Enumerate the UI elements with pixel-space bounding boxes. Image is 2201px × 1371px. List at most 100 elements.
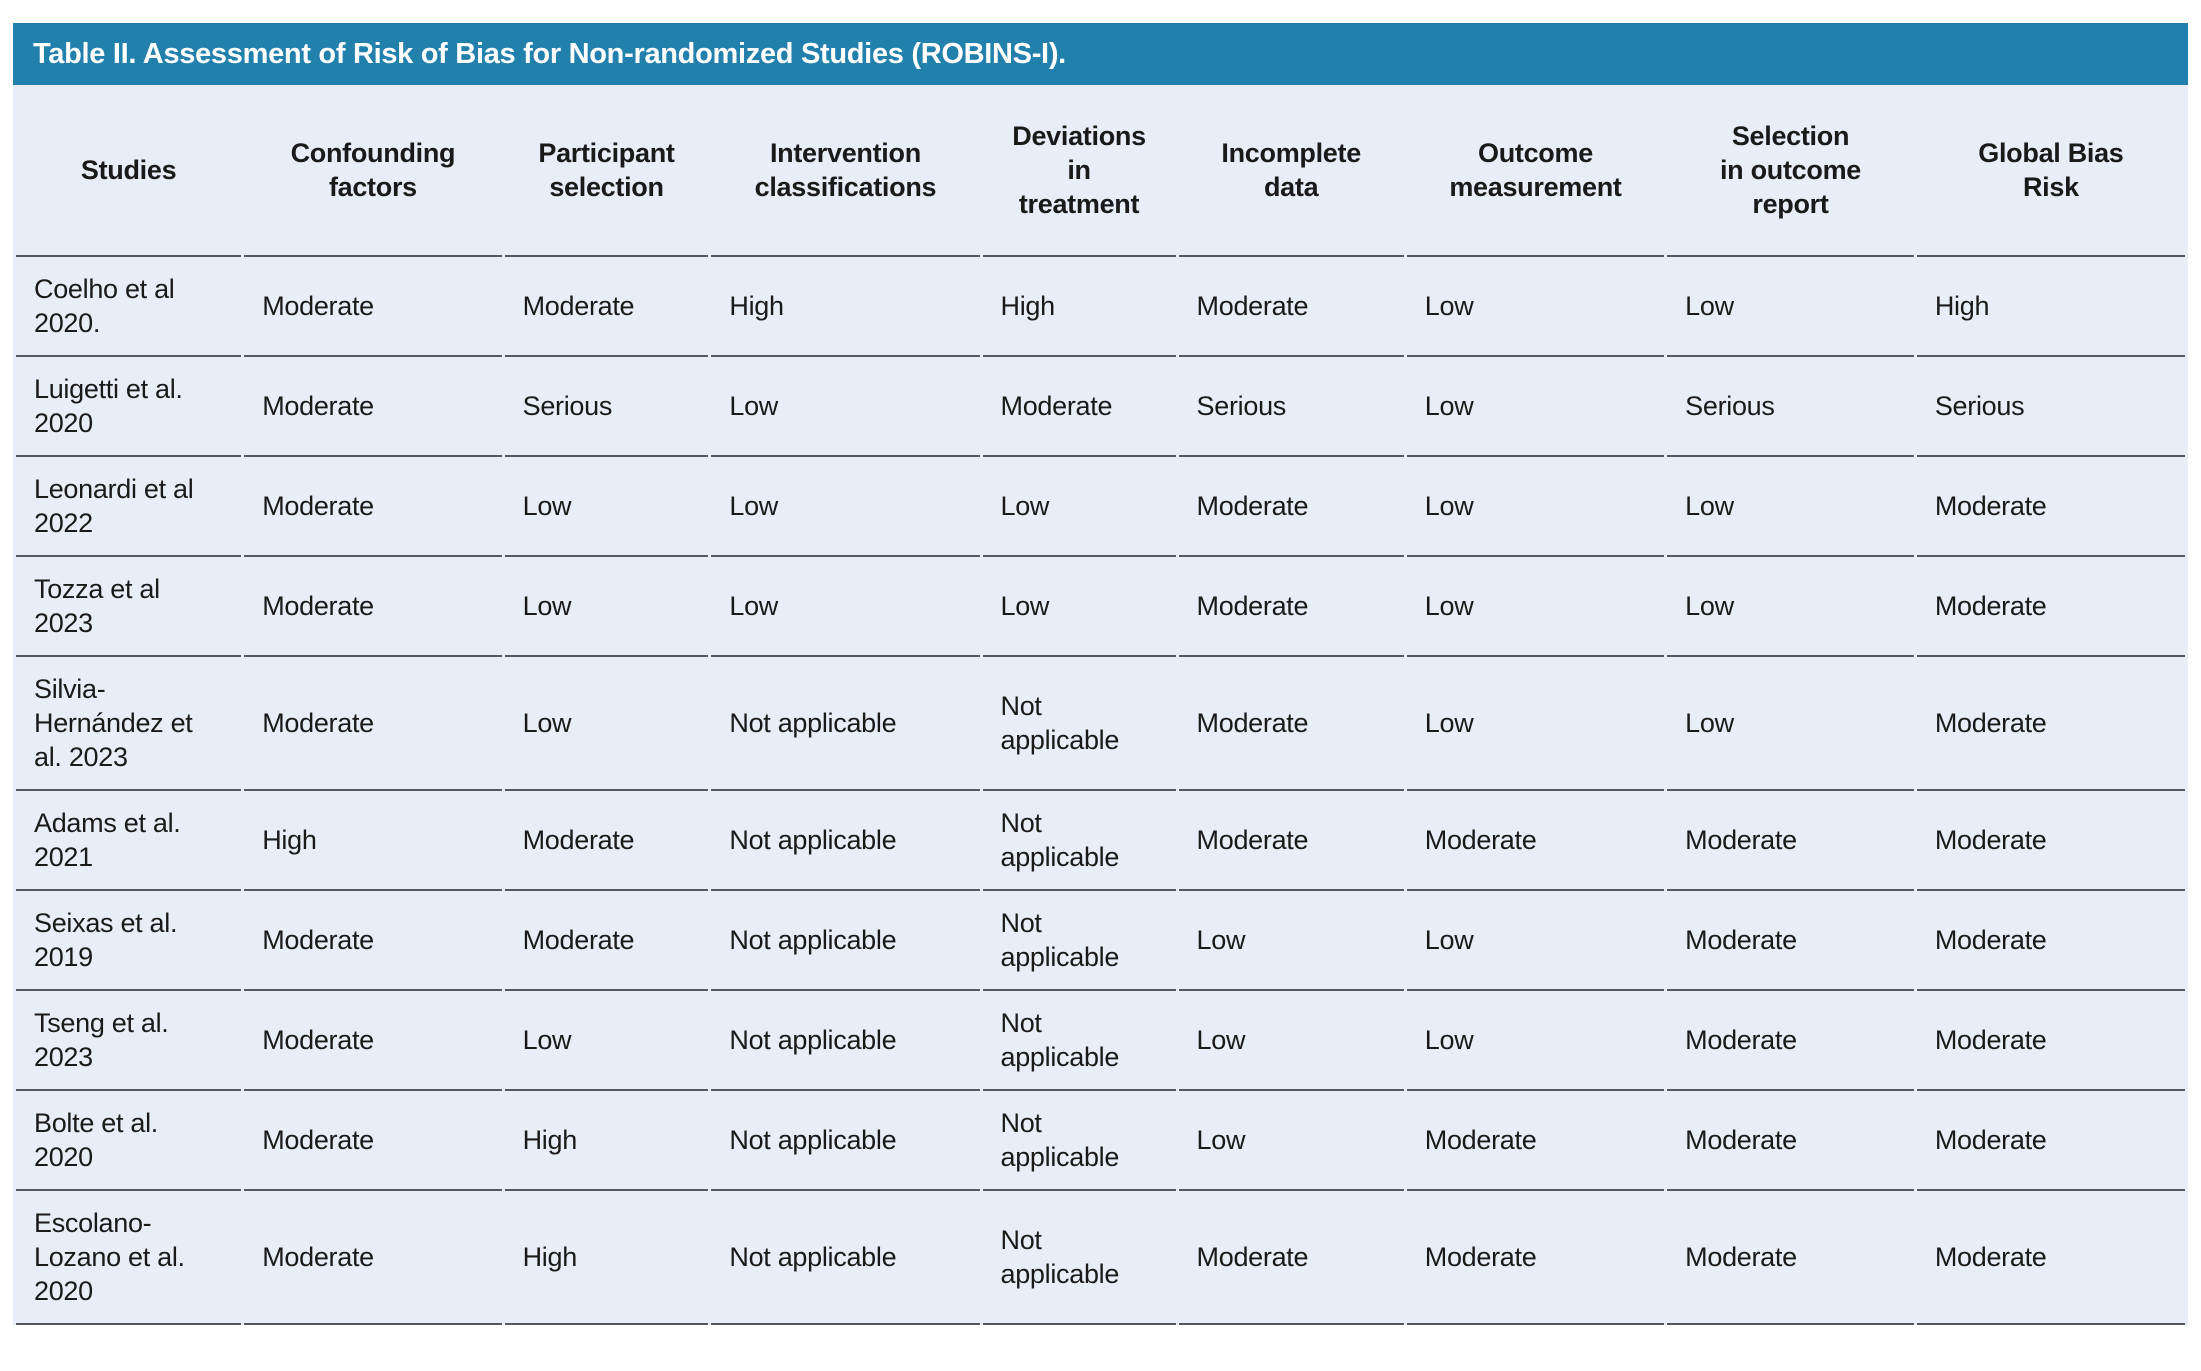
risk-value-cell: Low: [504, 557, 709, 657]
risk-value-cell: High: [504, 1091, 709, 1191]
study-cell: Seixas et al. 2019: [16, 891, 242, 991]
risk-value-cell: Low: [1406, 257, 1665, 357]
risk-value-cell: Not applicable: [982, 1191, 1176, 1325]
risk-value-cell: Moderate: [1667, 1091, 1914, 1191]
risk-value-cell: Moderate: [1667, 991, 1914, 1091]
risk-value-cell: Low: [711, 357, 980, 457]
table-row: Adams et al. 2021 High Moderate Not applica…: [16, 791, 2185, 891]
risk-value-cell: Moderate: [1406, 1091, 1665, 1191]
risk-value-cell: Low: [504, 991, 709, 1091]
risk-value-cell: Not applicable: [982, 1091, 1176, 1191]
risk-value-cell: Not applicable: [711, 1191, 980, 1325]
risk-value-cell: Serious: [1667, 357, 1914, 457]
risk-value-cell: Moderate: [1178, 657, 1404, 791]
column-header: Confounding factors: [244, 85, 502, 257]
risk-value-cell: Moderate: [1667, 1191, 1914, 1325]
risk-value-cell: Low: [1406, 657, 1665, 791]
risk-value-cell: Moderate: [504, 791, 709, 891]
risk-value-cell: Not applicable: [982, 791, 1176, 891]
risk-value-cell: Moderate: [1178, 557, 1404, 657]
risk-value-cell: Moderate: [244, 657, 502, 791]
risk-value-cell: Moderate: [982, 357, 1176, 457]
risk-value-cell: Moderate: [244, 891, 502, 991]
risk-value-cell: Moderate: [1178, 1191, 1404, 1325]
risk-value-cell: Low: [1406, 457, 1665, 557]
risk-value-cell: Moderate: [1916, 1191, 2185, 1325]
study-cell: Adams et al. 2021: [16, 791, 242, 891]
header-row: Studies Confounding factors Participant se…: [16, 85, 2185, 257]
risk-value-cell: Low: [982, 557, 1176, 657]
risk-value-cell: Serious: [1178, 357, 1404, 457]
risk-value-cell: Not applicable: [982, 657, 1176, 791]
risk-value-cell: Moderate: [1916, 657, 2185, 791]
table-title: Table II. Assessment of Risk of Bias for…: [33, 37, 1066, 70]
risk-value-cell: High: [504, 1191, 709, 1325]
risk-value-cell: Low: [504, 457, 709, 557]
risk-value-cell: Moderate: [244, 1091, 502, 1191]
column-header: Selection in outcome report: [1667, 85, 1914, 257]
risk-value-cell: Moderate: [1916, 891, 2185, 991]
column-header: Studies: [16, 85, 242, 257]
risk-value-cell: Serious: [504, 357, 709, 457]
table-row: Leonardi et al 2022 Moderate Low Low Low Mode…: [16, 457, 2185, 557]
risk-value-cell: Not applicable: [711, 1091, 980, 1191]
table-row: Luigetti et al. 2020 Moderate Serious Low Mo…: [16, 357, 2185, 457]
risk-value-cell: Moderate: [1178, 257, 1404, 357]
risk-value-cell: Moderate: [1916, 457, 2185, 557]
study-cell: Luigetti et al. 2020: [16, 357, 242, 457]
study-cell: Bolte et al. 2020: [16, 1091, 242, 1191]
risk-value-cell: Not applicable: [711, 791, 980, 891]
risk-value-cell: Moderate: [1178, 457, 1404, 557]
risk-value-cell: Not applicable: [982, 891, 1176, 991]
risk-value-cell: Moderate: [244, 991, 502, 1091]
risk-value-cell: Moderate: [1406, 1191, 1665, 1325]
column-header: Participant selection: [504, 85, 709, 257]
risk-value-cell: High: [982, 257, 1176, 357]
table-row: Escolano-Lozano et al. 2020 Moderate High N…: [16, 1191, 2185, 1325]
risk-value-cell: Low: [1667, 457, 1914, 557]
risk-value-cell: Low: [1406, 991, 1665, 1091]
risk-value-cell: Moderate: [244, 457, 502, 557]
risk-value-cell: High: [1916, 257, 2185, 357]
risk-value-cell: Moderate: [1916, 791, 2185, 891]
risk-value-cell: Moderate: [504, 257, 709, 357]
risk-value-cell: High: [711, 257, 980, 357]
table-row: Silvia-Hernández et al. 2023 Moderate Low N…: [16, 657, 2185, 791]
table-body: Coelho et al 2020. Moderate Moderate High Hi…: [16, 257, 2185, 1325]
risk-value-cell: Low: [1406, 357, 1665, 457]
risk-value-cell: Moderate: [1406, 791, 1665, 891]
robins-table-container: Table II. Assessment of Risk of Bias for…: [13, 23, 2188, 1325]
table-row: Coelho et al 2020. Moderate Moderate High Hi…: [16, 257, 2185, 357]
study-cell: Escolano-Lozano et al. 2020: [16, 1191, 242, 1325]
risk-value-cell: Low: [1667, 257, 1914, 357]
risk-value-cell: Not applicable: [711, 657, 980, 791]
risk-value-cell: Moderate: [1916, 557, 2185, 657]
risk-value-cell: Low: [1667, 557, 1914, 657]
risk-value-cell: Moderate: [504, 891, 709, 991]
risk-value-cell: Moderate: [1178, 791, 1404, 891]
risk-value-cell: Low: [1667, 657, 1914, 791]
risk-value-cell: Moderate: [244, 357, 502, 457]
table-row: Seixas et al. 2019 Moderate Moderate Not ap…: [16, 891, 2185, 991]
risk-value-cell: Serious: [1916, 357, 2185, 457]
table-row: Bolte et al. 2020 Moderate High Not applica…: [16, 1091, 2185, 1191]
risk-value-cell: Low: [982, 457, 1176, 557]
risk-value-cell: Low: [1178, 991, 1404, 1091]
study-cell: Silvia-Hernández et al. 2023: [16, 657, 242, 791]
column-header: Outcome measurement: [1406, 85, 1665, 257]
risk-value-cell: Low: [1178, 891, 1404, 991]
risk-value-cell: Low: [1178, 1091, 1404, 1191]
risk-value-cell: Low: [711, 457, 980, 557]
study-cell: Tseng et al. 2023: [16, 991, 242, 1091]
risk-value-cell: Low: [1406, 557, 1665, 657]
risk-value-cell: Moderate: [244, 257, 502, 357]
study-cell: Coelho et al 2020.: [16, 257, 242, 357]
risk-value-cell: Moderate: [1916, 991, 2185, 1091]
risk-value-cell: Not applicable: [711, 891, 980, 991]
robins-table: Studies Confounding factors Participant se…: [13, 85, 2188, 1325]
risk-value-cell: Low: [504, 657, 709, 791]
risk-value-cell: High: [244, 791, 502, 891]
column-header: Incomplete data: [1178, 85, 1404, 257]
study-cell: Tozza et al 2023: [16, 557, 242, 657]
